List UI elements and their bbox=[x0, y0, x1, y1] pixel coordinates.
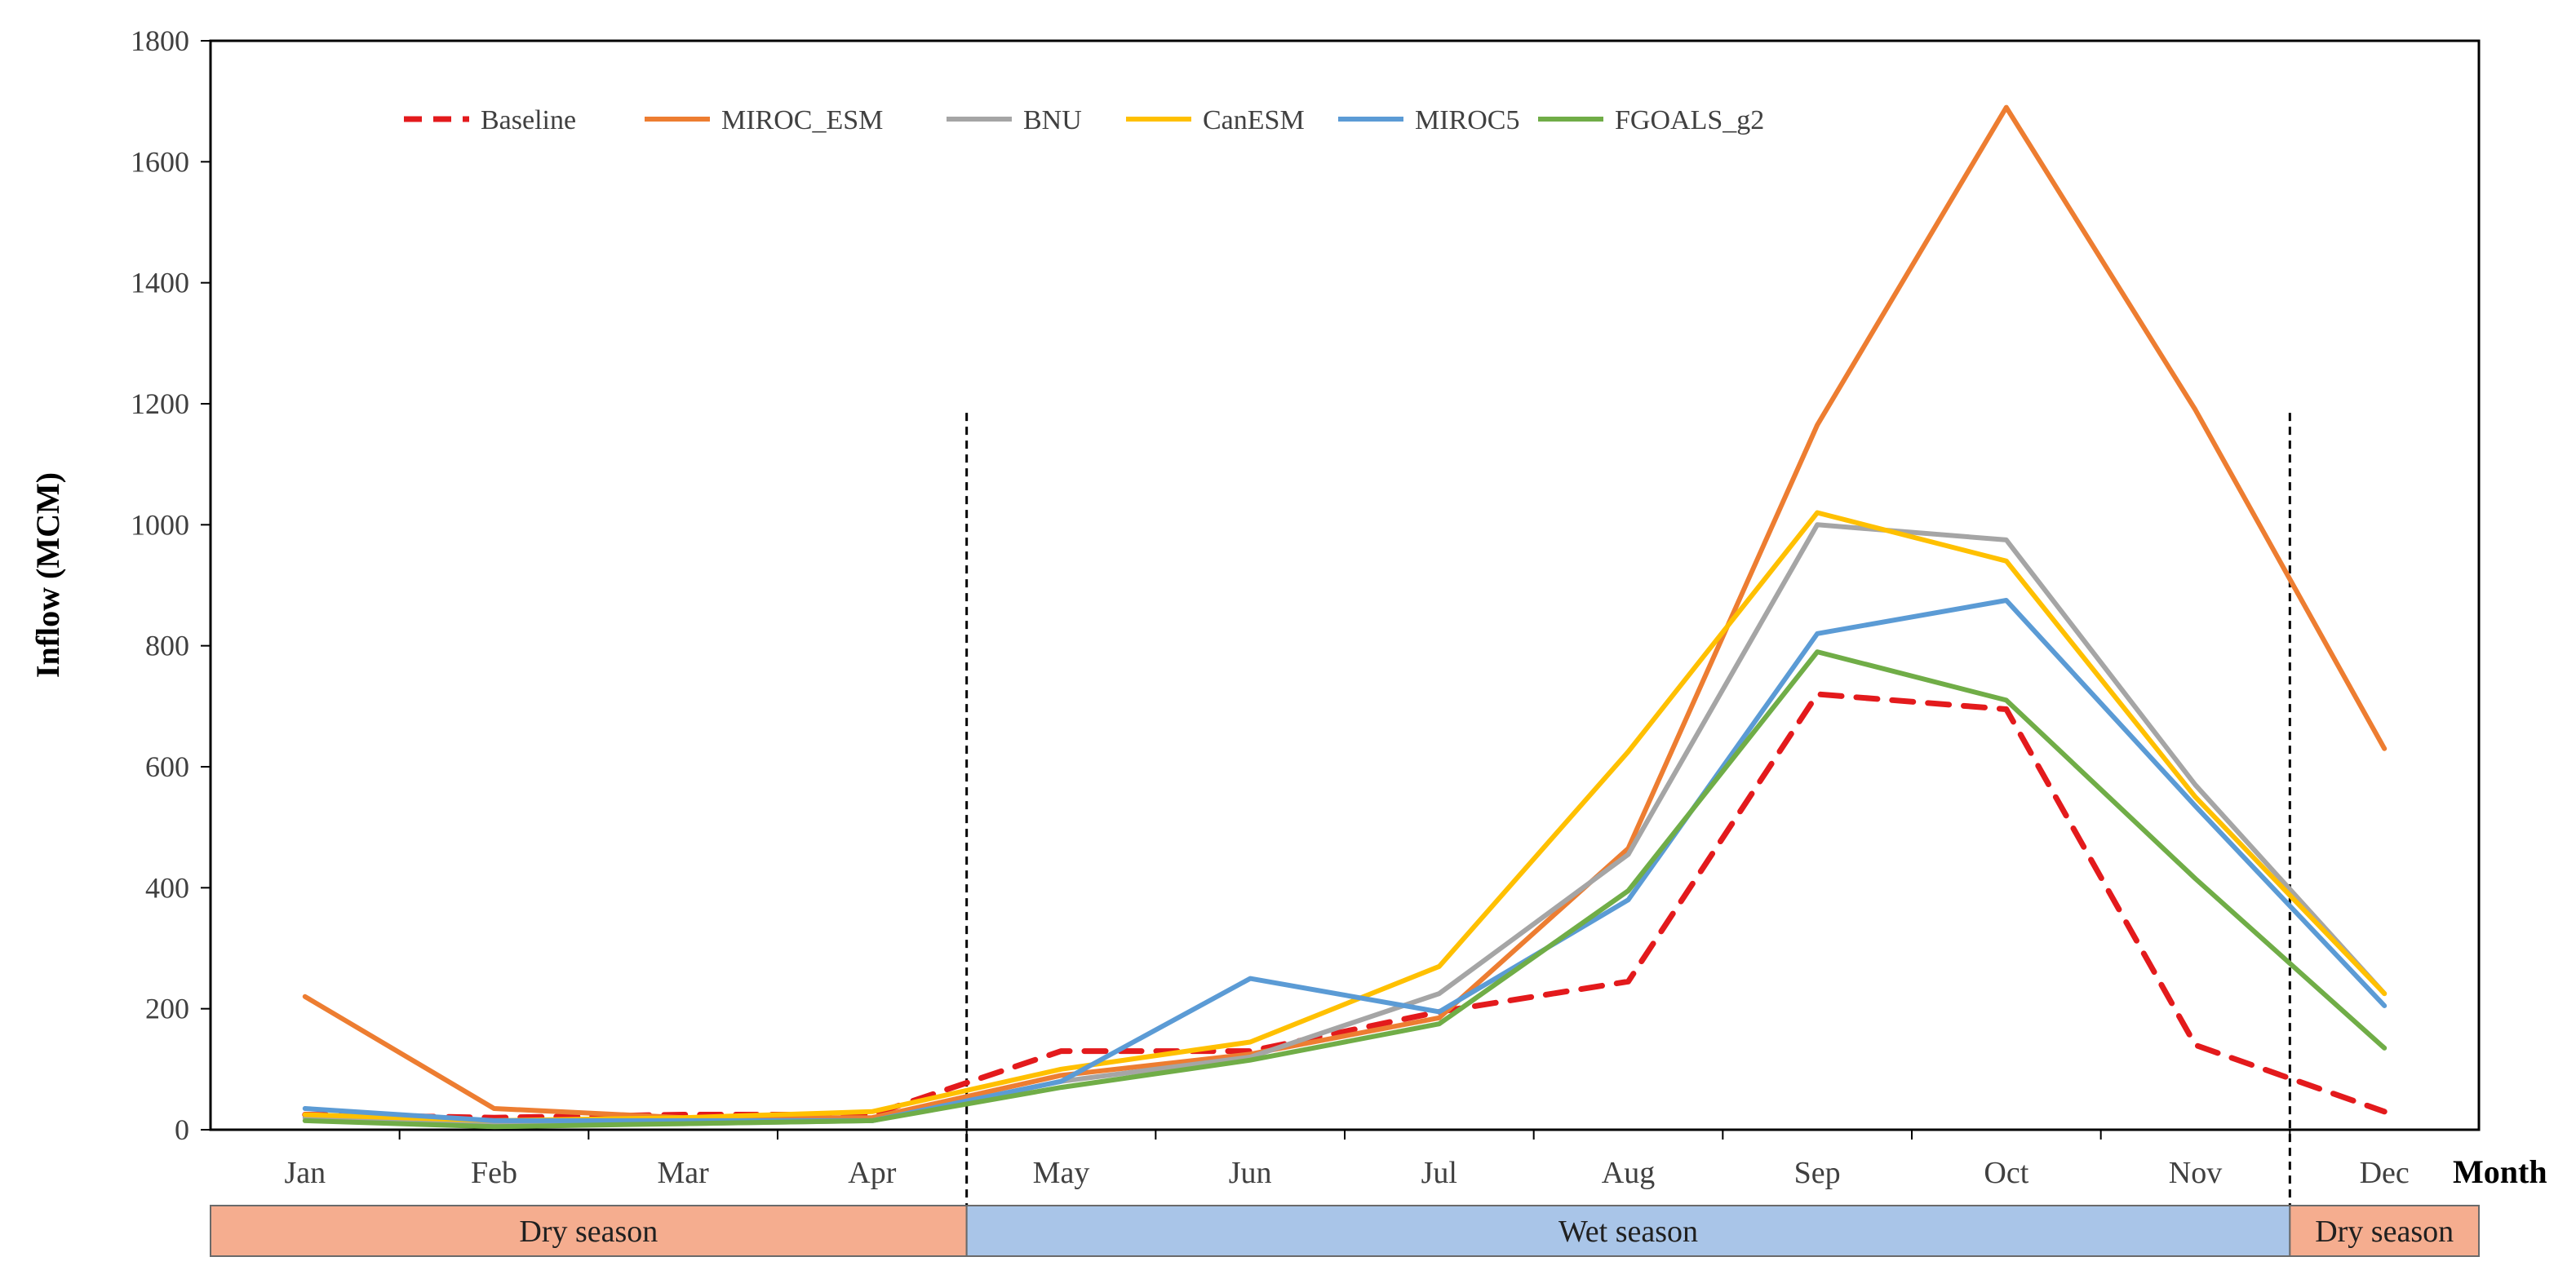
series-line-baseline bbox=[302, 691, 2388, 1121]
y-tick-label: 1800 bbox=[131, 24, 189, 57]
x-tick-label: Sep bbox=[1794, 1156, 1841, 1190]
legend-label: MIROC_ESM bbox=[721, 105, 883, 135]
x-tick-label: Jan bbox=[285, 1156, 326, 1190]
x-tick-label: Feb bbox=[471, 1156, 517, 1190]
y-tick-label: 1200 bbox=[131, 387, 189, 420]
y-tick-label: 0 bbox=[175, 1113, 189, 1146]
legend-label: CanESM bbox=[1203, 105, 1305, 135]
x-tick-label: Jun bbox=[1229, 1156, 1272, 1190]
x-tick-label: Jul bbox=[1421, 1156, 1457, 1190]
season-band bbox=[210, 1205, 968, 1257]
legend-label: Baseline bbox=[481, 105, 576, 135]
x-tick-label: Aug bbox=[1602, 1156, 1655, 1190]
x-tick-label: Apr bbox=[848, 1156, 896, 1190]
x-tick-label: May bbox=[1033, 1156, 1090, 1190]
x-axis-title: Month bbox=[2453, 1153, 2547, 1190]
y-axis-title: Inflow (MCM) bbox=[29, 472, 66, 678]
x-tick-label: Oct bbox=[1984, 1156, 2028, 1190]
x-tick-label: Dec bbox=[2360, 1156, 2410, 1190]
x-tick-label: Nov bbox=[2169, 1156, 2222, 1190]
y-tick-label: 1600 bbox=[131, 145, 189, 178]
series-line-canesm bbox=[302, 510, 2388, 1123]
y-tick-label: 400 bbox=[145, 871, 189, 904]
season-label: Dry season bbox=[519, 1215, 658, 1249]
y-tick-label: 600 bbox=[145, 750, 189, 783]
x-tick-label: Mar bbox=[658, 1156, 710, 1190]
series-line-miroc5 bbox=[302, 598, 2388, 1123]
plot-frame bbox=[209, 39, 2481, 1131]
series-line-fgoals-g2 bbox=[302, 649, 2388, 1130]
series-line-miroc-esm bbox=[302, 104, 2388, 1121]
y-tick-label: 1400 bbox=[131, 267, 189, 299]
y-tick-label: 1000 bbox=[131, 508, 189, 541]
y-tick-label: 200 bbox=[145, 993, 189, 1025]
season-label: Wet season bbox=[1558, 1215, 1698, 1249]
season-band bbox=[2289, 1205, 2480, 1257]
legend-label: FGOALS_g2 bbox=[1615, 105, 1764, 135]
y-tick-label: 800 bbox=[145, 630, 189, 662]
season-label: Dry season bbox=[2315, 1215, 2454, 1249]
legend-label: BNU bbox=[1023, 105, 1082, 135]
legend-label: MIROC5 bbox=[1415, 105, 1519, 135]
